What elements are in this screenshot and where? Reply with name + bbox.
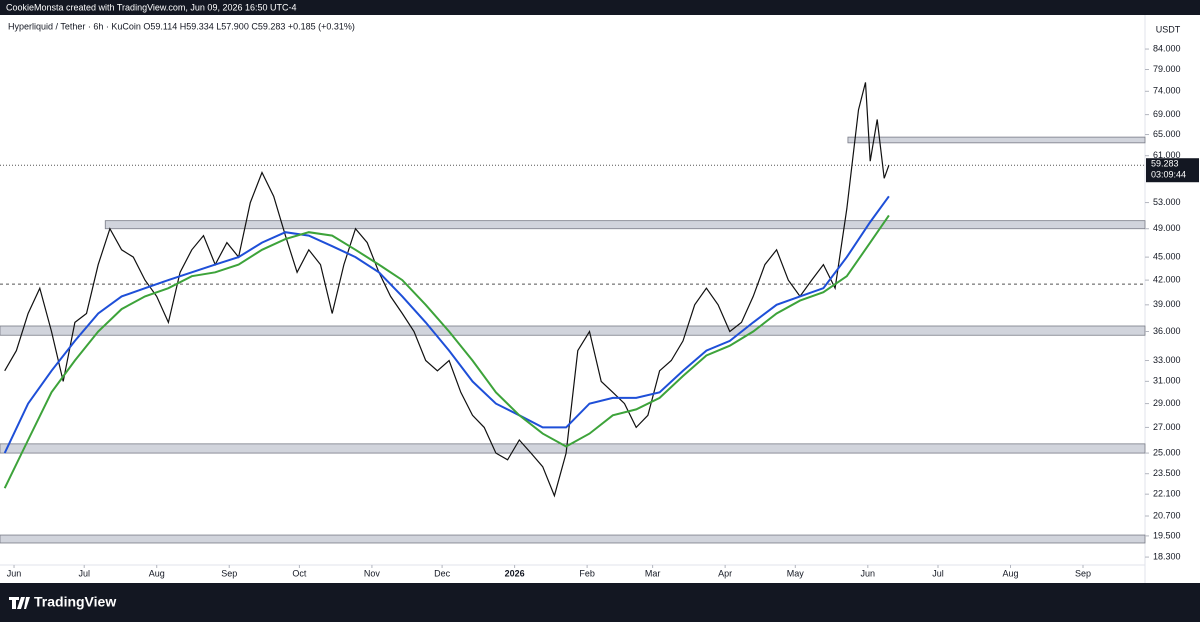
brand: TradingView xyxy=(34,594,116,610)
y-tick-label: 42.000 xyxy=(1153,274,1181,284)
y-tick-label: 49.000 xyxy=(1153,223,1181,233)
x-tick-label: Jul xyxy=(932,568,944,578)
y-tick-label: 79.000 xyxy=(1153,64,1181,74)
zone xyxy=(0,534,1146,544)
moving-average xyxy=(3,214,890,489)
x-tick-label: Jun xyxy=(861,568,876,578)
x-tick-label: Dec xyxy=(434,568,451,578)
y-tick-label: 22.100 xyxy=(1153,489,1181,499)
y-tick-label: 36.000 xyxy=(1153,326,1181,336)
x-tick-label: Apr xyxy=(718,568,732,578)
y-tick-label: 61.000 xyxy=(1153,150,1181,160)
x-tick-label: Sep xyxy=(1075,568,1091,578)
last-price-box xyxy=(1146,158,1199,183)
header: CookieMonsta created with TradingView.co… xyxy=(6,2,297,12)
x-tick-label: Mar xyxy=(645,568,661,578)
y-tick-label: 45.000 xyxy=(1153,251,1181,261)
last-price-label: 59.283 xyxy=(1151,159,1179,169)
footer-bar xyxy=(0,583,1200,622)
x-tick-label: Jul xyxy=(78,568,90,578)
x-tick-label: Jun xyxy=(7,568,22,578)
countdown: 03:09:44 xyxy=(1151,170,1186,180)
x-tick-label: Oct xyxy=(292,568,307,578)
y-tick-label: 53.000 xyxy=(1153,197,1181,207)
header-bar xyxy=(0,0,1200,15)
zone xyxy=(104,220,1146,230)
y-tick-label: 23.500 xyxy=(1153,468,1181,478)
x-tick-label: Nov xyxy=(364,568,381,578)
x-tick-label: May xyxy=(787,568,805,578)
y-tick-label: 84.000 xyxy=(1153,43,1181,53)
currency: USDT xyxy=(1156,24,1181,34)
price-line xyxy=(4,82,890,498)
x-tick-label: Aug xyxy=(1002,568,1018,578)
y-tick-label: 33.000 xyxy=(1153,355,1181,365)
y-tick-label: 18.300 xyxy=(1153,551,1181,561)
brand-logo xyxy=(9,597,30,609)
x-tick-label: Feb xyxy=(579,568,595,578)
y-tick-label: 25.000 xyxy=(1153,447,1181,457)
x-tick-label: 2026 xyxy=(505,568,525,578)
legend: Hyperliquid / Tether · 6h · KuCoin O59.1… xyxy=(8,21,355,31)
y-tick-label: 27.000 xyxy=(1153,422,1181,432)
y-tick-label: 31.000 xyxy=(1153,376,1181,386)
y-tick-label: 20.700 xyxy=(1153,510,1181,520)
x-tick-label: Sep xyxy=(221,568,237,578)
zone xyxy=(0,443,1146,454)
moving-average xyxy=(3,195,890,454)
zone xyxy=(0,325,1146,336)
zone xyxy=(847,136,1146,144)
y-tick-label: 74.000 xyxy=(1153,86,1181,96)
x-tick-label: Aug xyxy=(149,568,165,578)
y-tick-label: 39.000 xyxy=(1153,299,1181,309)
y-tick-label: 19.500 xyxy=(1153,530,1181,540)
y-tick-label: 29.000 xyxy=(1153,398,1181,408)
y-tick-label: 69.000 xyxy=(1153,109,1181,119)
y-tick-label: 65.000 xyxy=(1153,129,1181,139)
